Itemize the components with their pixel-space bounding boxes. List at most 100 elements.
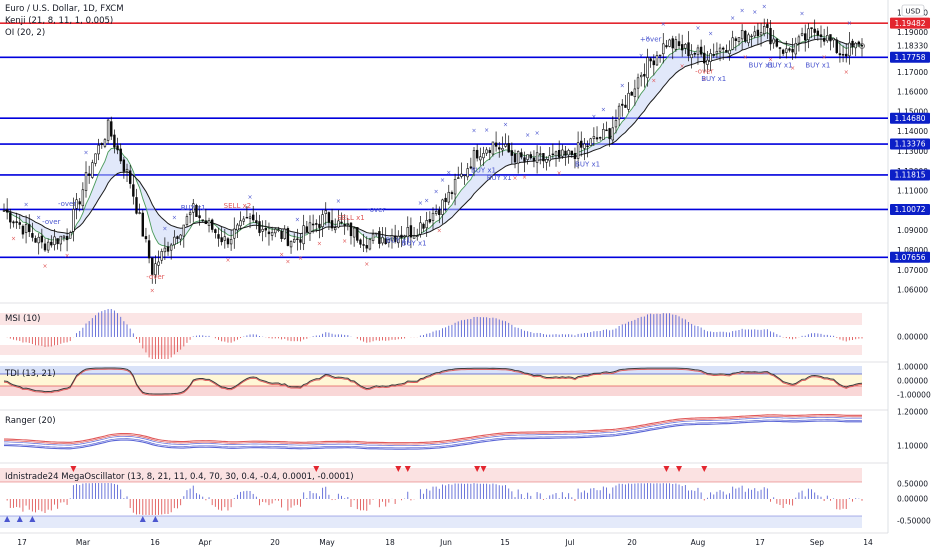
candle-body [330, 220, 334, 229]
time-tick-label: 15 [500, 538, 510, 547]
time-tick-label: 20 [627, 538, 637, 547]
candle-body [179, 234, 182, 240]
signal-annotation: BUY x1 [487, 174, 512, 182]
candle-body [119, 148, 122, 162]
sell-star-marker: × [512, 175, 517, 182]
candle-body [652, 60, 656, 66]
price-tick-label: 1.15000 [897, 107, 928, 116]
price-level-badge [890, 112, 930, 124]
candle-body [775, 38, 779, 47]
buy-star-marker: × [418, 200, 423, 207]
candle-body [163, 247, 167, 253]
candle-body [258, 221, 261, 233]
candle-body [684, 43, 687, 49]
candle-body [649, 58, 652, 62]
tdi-pane[interactable]: 1.00000 0.00000 -1.00000 [0, 363, 931, 400]
signal-annotation: BUY x1 [749, 61, 774, 69]
candle-body [545, 159, 548, 163]
candle-body [365, 245, 368, 249]
candle-body [813, 28, 816, 33]
candle-body [501, 147, 504, 151]
candle-body [100, 143, 103, 145]
buy-star-marker: × [36, 214, 41, 221]
candle-body [447, 191, 450, 203]
ranger-pane[interactable]: 1.20000 1.10000 [3, 408, 928, 451]
candle-body [791, 48, 794, 53]
candle-body [154, 263, 157, 276]
indicator-oi-label[interactable]: OI (20, 2) [5, 28, 45, 38]
sell-star-marker: × [11, 236, 16, 243]
candle-body [781, 49, 785, 54]
megaoscillator-label[interactable]: Idnistrade24 MegaOscillator (13, 8, 21, … [5, 472, 354, 482]
buy-star-marker: × [424, 198, 429, 205]
candle-body [9, 212, 12, 223]
price-axis[interactable]: 1.200001.190001.183301.170001.160001.150… [859, 8, 931, 295]
candle-body [110, 121, 113, 137]
candle-body [242, 218, 245, 222]
sell-star-marker: × [364, 261, 369, 268]
candle-body [696, 47, 700, 55]
candle-body [75, 199, 78, 209]
tdi-tick-label: 0.00000 [897, 377, 928, 386]
symbol-title[interactable]: Euro / U.S. Dollar, 1D, FXCM [5, 4, 124, 14]
buy-star-marker: × [162, 225, 167, 232]
candle-body [690, 54, 693, 58]
price-tick-label: 1.08000 [897, 246, 928, 255]
signal-annotation: -over [42, 218, 60, 226]
tdi-label[interactable]: TDI (13, 21) [4, 369, 56, 379]
mega-tick-label: 0.00000 [897, 495, 928, 504]
overbought-zone [0, 313, 862, 325]
currency-badge[interactable] [901, 4, 925, 17]
candle-body [270, 232, 274, 236]
indicator-kenji-label[interactable]: Kenji (21, 8, 11, 1, 0.005) [5, 16, 113, 26]
mega-sell-triangle [395, 466, 402, 472]
candle-body [816, 30, 820, 36]
candle-body [223, 236, 227, 241]
last-price-marker [859, 43, 865, 49]
msi-pane[interactable]: 0.00000 [0, 309, 928, 359]
candle-body [561, 149, 564, 157]
sell-star-marker: × [65, 253, 70, 260]
candle-body [542, 153, 545, 162]
candle-body [513, 153, 517, 163]
candle-body [602, 129, 605, 140]
candle-body [245, 217, 249, 219]
mega-sell-triangle [474, 466, 481, 472]
mega-buy-triangle [4, 516, 11, 522]
candle-body [37, 236, 40, 244]
sell-star-marker: × [651, 78, 656, 85]
candle-body [621, 103, 624, 106]
signal-annotation: -over [695, 67, 713, 75]
price-tick-label: 1.06000 [897, 286, 928, 295]
candle-body [463, 174, 466, 177]
candle-body [658, 54, 662, 57]
candle-body [466, 168, 469, 178]
price-level-badge-text: 1.07656 [894, 253, 925, 262]
msi-label[interactable]: MSI (10) [5, 314, 40, 324]
candle-body [251, 214, 255, 221]
megaoscillator-pane[interactable]: 0.50000 0.00000 -0.50000 [0, 466, 931, 528]
price-level-badge-text: 1.14680 [894, 114, 925, 123]
candle-body [229, 238, 233, 245]
candle-body [15, 221, 18, 223]
candle-body [769, 28, 772, 45]
ranger-tick-label: 1.20000 [897, 408, 928, 417]
ranger-label[interactable]: Ranger (20) [5, 416, 56, 426]
sell-star-marker: × [150, 287, 155, 294]
candle-body [214, 229, 217, 233]
candle-body [680, 44, 684, 51]
buy-star-marker: × [248, 194, 253, 201]
ranger-tick-label: 1.10000 [897, 442, 928, 451]
candle-body [548, 155, 551, 162]
candle-body [728, 49, 731, 55]
candle-body [709, 53, 712, 62]
buy-star-marker: × [295, 216, 300, 223]
candle-body [308, 222, 312, 234]
mega-tick-label: -0.50000 [897, 517, 931, 526]
mega-sell-triangle [663, 466, 670, 472]
candle-body [135, 197, 138, 214]
time-axis[interactable]: 17 Mar 16 Apr 20 May 18 Jun 15 Jul 20 Aug 17 Sep 14 [17, 538, 873, 547]
candle-body [848, 42, 851, 57]
candle-body [403, 235, 406, 238]
